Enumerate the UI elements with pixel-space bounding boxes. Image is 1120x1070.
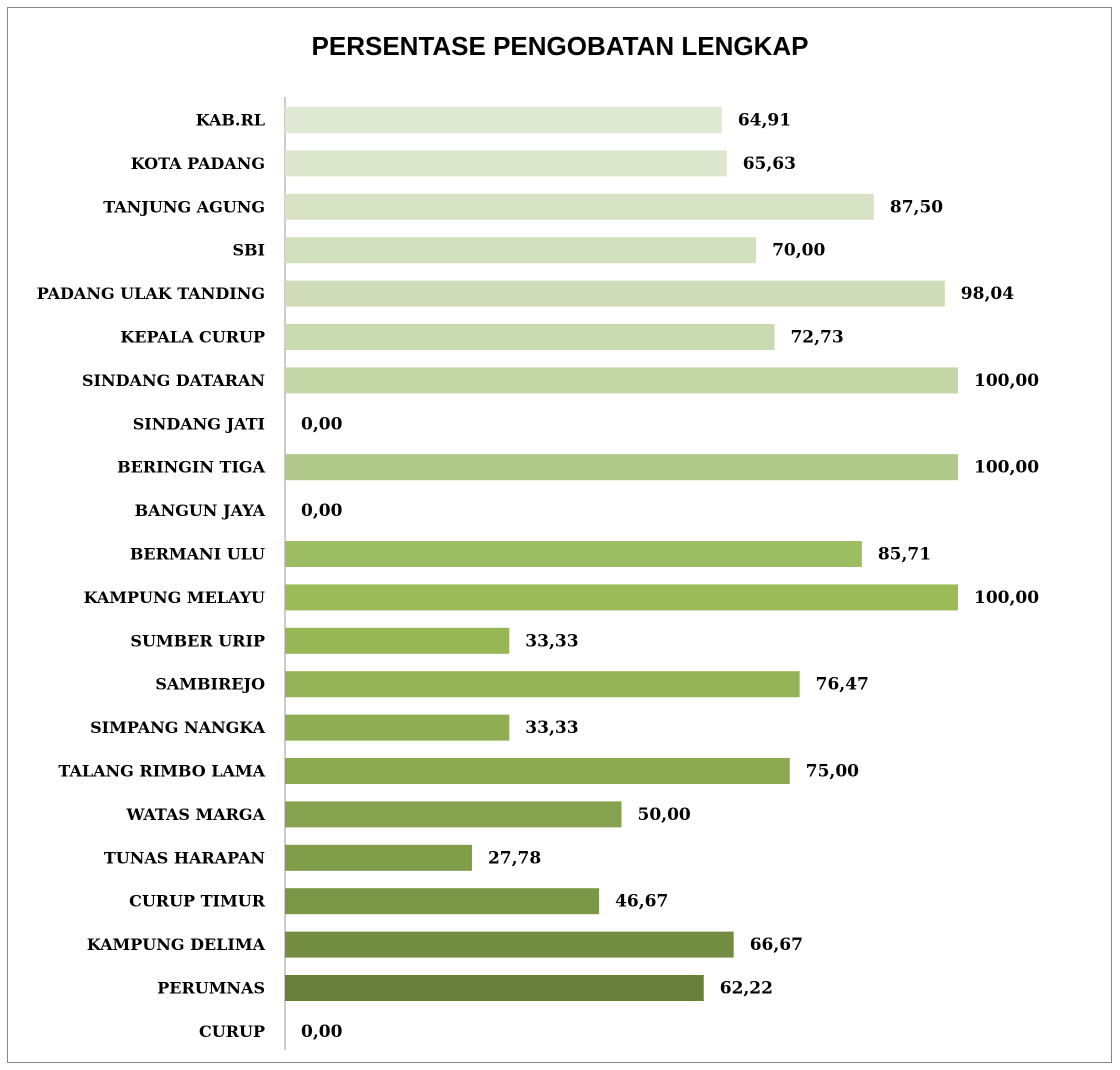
category-label: BERINGIN TIGA bbox=[117, 458, 266, 477]
category-label: TUNAS HARAPAN bbox=[104, 848, 265, 867]
category-label: TALANG RIMBO LAMA bbox=[58, 762, 265, 781]
bar bbox=[285, 975, 704, 1001]
category-label: SBI bbox=[232, 241, 265, 260]
category-label: KAMPUNG DELIMA bbox=[87, 935, 266, 954]
bar bbox=[285, 150, 727, 177]
value-label: 46,67 bbox=[615, 892, 668, 912]
value-label: 27,78 bbox=[488, 848, 541, 868]
bar bbox=[285, 237, 757, 264]
category-label: SUMBER URIP bbox=[130, 631, 265, 650]
value-label: 33,33 bbox=[525, 631, 578, 651]
chart-title: PERSENTASE PENGOBATAN LENGKAP bbox=[312, 31, 809, 61]
value-label: 66,67 bbox=[750, 935, 803, 955]
category-label: SINDANG DATARAN bbox=[82, 371, 265, 390]
bar bbox=[285, 758, 790, 784]
bar bbox=[285, 107, 722, 133]
value-label: 100,00 bbox=[974, 588, 1039, 608]
bar bbox=[285, 324, 775, 350]
value-label: 75,00 bbox=[806, 762, 859, 782]
bar bbox=[285, 714, 510, 741]
category-label: SINDANG JATI bbox=[133, 414, 265, 433]
value-label: 0,00 bbox=[301, 414, 343, 434]
value-label: 72,73 bbox=[790, 328, 843, 348]
category-label: BERMANI ULU bbox=[130, 545, 265, 564]
value-label: 85,71 bbox=[878, 545, 931, 565]
category-label: CURUP bbox=[199, 1022, 265, 1041]
bar bbox=[285, 584, 958, 611]
category-label: KEPALA CURUP bbox=[120, 328, 265, 347]
bar bbox=[285, 193, 874, 220]
value-label: 98,04 bbox=[961, 284, 1014, 304]
value-label: 50,00 bbox=[638, 805, 691, 825]
value-label: 87,50 bbox=[890, 197, 943, 217]
value-label: 0,00 bbox=[301, 1022, 343, 1042]
category-label: KOTA PADANG bbox=[131, 154, 265, 173]
bar bbox=[285, 844, 472, 871]
value-label: 100,00 bbox=[974, 458, 1039, 478]
category-label: CURUP TIMUR bbox=[129, 892, 266, 911]
value-label: 64,91 bbox=[738, 111, 791, 131]
category-label: SAMBIREJO bbox=[155, 675, 265, 694]
bar bbox=[285, 801, 622, 828]
category-label: WATAS MARGA bbox=[125, 805, 265, 824]
bar bbox=[285, 541, 862, 567]
value-label: 0,00 bbox=[301, 501, 343, 521]
category-label: BANGUN JAYA bbox=[135, 501, 266, 520]
bar bbox=[285, 627, 510, 654]
category-label: PADANG ULAK TANDING bbox=[37, 284, 265, 303]
bar bbox=[285, 454, 958, 481]
value-label: 70,00 bbox=[772, 241, 825, 261]
category-label: KAB.RL bbox=[196, 111, 265, 130]
value-label: 62,22 bbox=[720, 979, 773, 999]
value-label: 65,63 bbox=[743, 154, 796, 174]
chart-frame bbox=[7, 7, 1112, 1063]
bar bbox=[285, 888, 600, 915]
value-label: 100,00 bbox=[974, 371, 1039, 391]
bar bbox=[285, 931, 734, 958]
bar bbox=[285, 280, 945, 307]
bar bbox=[285, 671, 800, 698]
category-label: SIMPANG NANGKA bbox=[90, 718, 265, 737]
bar bbox=[285, 367, 958, 394]
category-label: KAMPUNG MELAYU bbox=[84, 588, 265, 607]
category-label: PERUMNAS bbox=[157, 979, 265, 998]
value-label: 33,33 bbox=[525, 718, 578, 738]
value-label: 76,47 bbox=[816, 675, 869, 695]
category-label: TANJUNG AGUNG bbox=[103, 197, 265, 216]
